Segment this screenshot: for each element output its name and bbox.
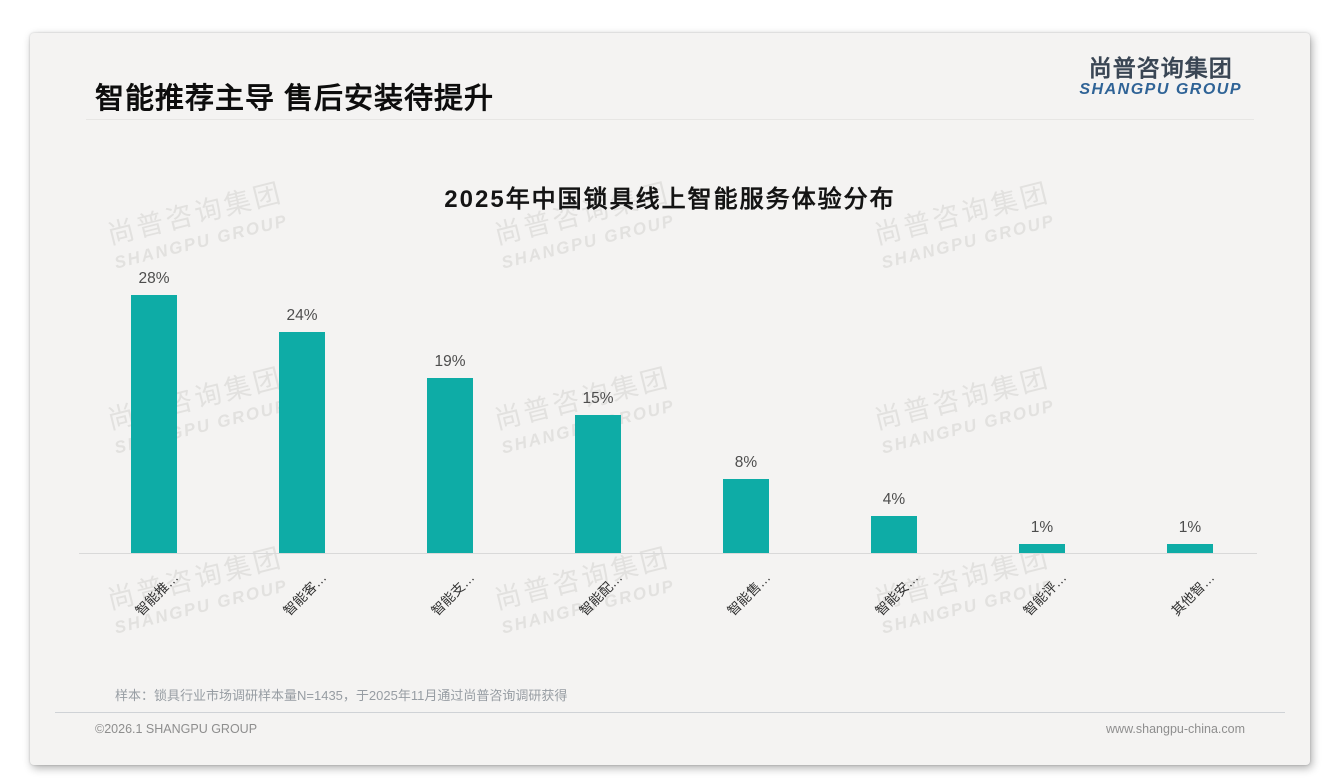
x-axis-label: 智能客…	[280, 569, 330, 619]
website-url: www.shangpu-china.com	[1106, 722, 1245, 736]
bar-2	[279, 332, 325, 553]
bar-3	[427, 378, 473, 553]
bar-5	[723, 479, 769, 553]
x-axis-label: 智能配…	[576, 569, 626, 619]
x-axis-label: 智能售…	[724, 569, 774, 619]
value-label: 15%	[582, 390, 614, 407]
x-axis-label: 智能推…	[132, 569, 182, 619]
logo-chinese-text: 尚普咨询集团	[1088, 55, 1233, 81]
value-label: 24%	[286, 307, 318, 324]
slide-card: 尚普咨询集团 SHANGPU GROUP 尚普咨询集团 SHANGPU GROUP 尚普…	[30, 33, 1310, 765]
value-label: 1%	[1030, 519, 1054, 536]
value-label: 19%	[434, 353, 466, 370]
x-axis-label: 智能评…	[1020, 569, 1070, 619]
chart-title: 2025年中国锁具线上智能服务体验分布	[444, 186, 896, 213]
header-divider	[86, 119, 1254, 120]
logo-english-text: SHANGPU GROUP	[1079, 81, 1242, 99]
value-label: 1%	[1178, 519, 1202, 536]
page-title: 智能推荐主导 售后安装待提升	[95, 83, 495, 115]
value-label: 8%	[734, 454, 758, 471]
x-axis-label: 其他智…	[1168, 569, 1218, 619]
x-axis-label: 智能安…	[872, 569, 922, 619]
x-axis-line	[79, 553, 1257, 554]
footer-divider	[55, 712, 1285, 713]
bar-8	[1167, 544, 1213, 553]
bar-7	[1019, 544, 1065, 553]
sample-footnote: 样本：锁具行业市场调研样本量N=1435，于2025年11月通过尚普咨询调研获得	[115, 688, 568, 703]
bar-6	[871, 516, 917, 553]
copyright-text: ©2026.1 SHANGPU GROUP	[95, 722, 258, 736]
footer: ©2026.1 SHANGPU GROUP www.shangpu-china.…	[95, 722, 1245, 736]
value-label: 4%	[882, 491, 906, 508]
company-logo: 尚普咨询集团 SHANGPU GROUP	[1079, 55, 1242, 100]
bar-1	[131, 295, 177, 553]
bar-chart: 28% 智能推… 24% 智能客… 19% 智能支… 15% 智能配… 8% 智能售… 4% 智能安……	[30, 33, 1310, 765]
bar-4	[575, 415, 621, 553]
value-label: 28%	[138, 270, 170, 287]
x-axis-label: 智能支…	[428, 569, 478, 619]
